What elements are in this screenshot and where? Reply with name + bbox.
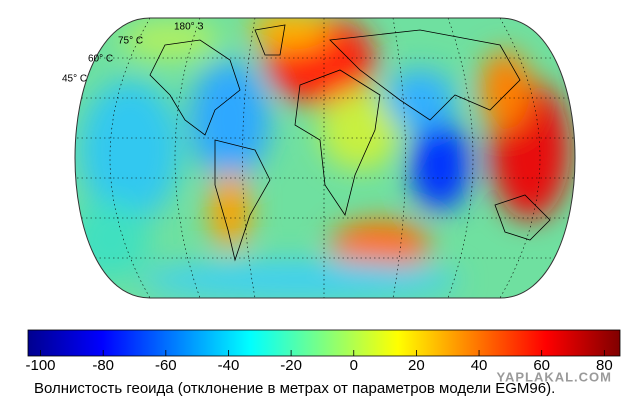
- tick-label: -40: [218, 357, 240, 374]
- tick-label: -80: [92, 357, 114, 374]
- tick-label: -100: [26, 357, 56, 374]
- map-label: 180° З: [174, 22, 204, 33]
- colorbar: [27, 329, 621, 357]
- tick-label: 40: [471, 357, 488, 374]
- map-outline: [74, 17, 576, 299]
- tick-label: 0: [350, 357, 358, 374]
- tick-label: 20: [408, 357, 425, 374]
- caption: Волнистость геоида (отклонение в метрах …: [34, 380, 555, 397]
- tick-label: 80: [596, 357, 613, 374]
- map-label: 60° С: [88, 54, 113, 65]
- tick-label: 60: [533, 357, 550, 374]
- watermark: YAPLAKAL.COM: [496, 369, 612, 384]
- tick-label: -60: [155, 357, 177, 374]
- tick-label: -20: [280, 357, 302, 374]
- map-label: 75° С: [118, 36, 143, 47]
- map-label: 45° С: [62, 74, 87, 85]
- geoid-map: [75, 18, 575, 298]
